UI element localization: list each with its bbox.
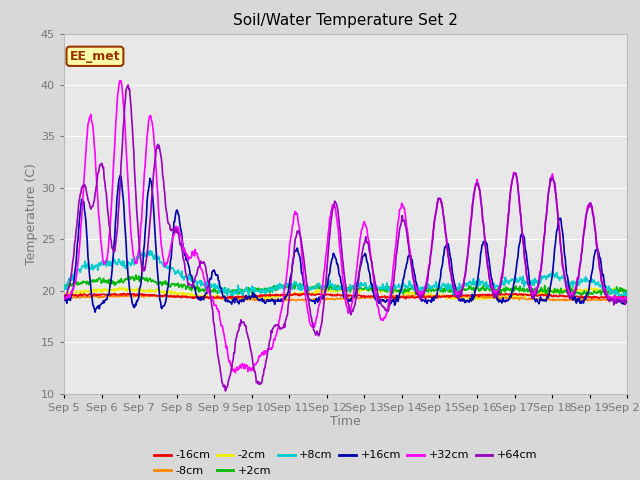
+8cm [546, 273, 554, 278]
+2cm [403, 288, 410, 294]
-2cm [95, 287, 102, 292]
+32cm [623, 296, 631, 302]
+64cm [420, 290, 428, 296]
Line: -16cm: -16cm [64, 293, 627, 299]
-2cm [60, 290, 68, 296]
+2cm [584, 293, 591, 299]
+32cm [117, 78, 125, 84]
+16cm [91, 309, 99, 315]
-8cm [489, 293, 497, 299]
+2cm [95, 276, 102, 282]
-8cm [129, 292, 137, 298]
+16cm [420, 298, 428, 303]
+16cm [403, 260, 411, 265]
X-axis label: Time: Time [330, 415, 361, 429]
-8cm [60, 294, 68, 300]
+16cm [116, 172, 124, 178]
-8cm [388, 295, 396, 300]
+2cm [420, 289, 428, 295]
-16cm [623, 295, 631, 300]
+8cm [403, 283, 410, 289]
+8cm [420, 286, 428, 291]
+2cm [546, 286, 554, 292]
-16cm [60, 292, 68, 298]
-8cm [403, 294, 411, 300]
+32cm [420, 286, 428, 292]
+32cm [403, 227, 411, 233]
-16cm [402, 296, 410, 301]
-16cm [489, 291, 497, 297]
-2cm [420, 290, 428, 296]
-2cm [547, 290, 554, 296]
+64cm [388, 286, 396, 292]
+8cm [388, 285, 396, 291]
-16cm [95, 292, 102, 298]
-2cm [403, 290, 410, 296]
+64cm [489, 289, 497, 295]
Legend: -16cm, -8cm, -2cm, +2cm, +8cm, +16cm, +32cm, +64cm: -16cm, -8cm, -2cm, +2cm, +8cm, +16cm, +3… [150, 446, 541, 480]
+8cm [617, 295, 625, 301]
+8cm [623, 294, 631, 300]
+64cm [403, 234, 411, 240]
+2cm [388, 288, 396, 293]
+16cm [60, 297, 68, 303]
+32cm [489, 284, 497, 289]
Title: Soil/Water Temperature Set 2: Soil/Water Temperature Set 2 [233, 13, 458, 28]
+8cm [95, 260, 102, 266]
-8cm [547, 297, 554, 303]
+64cm [547, 176, 554, 181]
+16cm [623, 299, 631, 304]
+8cm [146, 248, 154, 253]
-8cm [292, 298, 300, 304]
+2cm [623, 289, 631, 295]
+64cm [95, 169, 102, 175]
-16cm [291, 290, 298, 296]
+16cm [388, 297, 396, 303]
-8cm [95, 294, 102, 300]
Y-axis label: Temperature (C): Temperature (C) [25, 163, 38, 264]
-2cm [469, 297, 477, 302]
+8cm [488, 283, 496, 289]
-2cm [489, 295, 497, 300]
+32cm [60, 294, 68, 300]
+2cm [60, 283, 68, 289]
+16cm [489, 280, 497, 286]
-16cm [403, 294, 411, 300]
-2cm [118, 285, 126, 290]
Text: EE_met: EE_met [70, 50, 120, 63]
-2cm [388, 288, 396, 294]
+32cm [95, 211, 102, 216]
-16cm [420, 294, 428, 300]
-8cm [420, 293, 428, 299]
+32cm [232, 370, 239, 375]
+16cm [95, 306, 103, 312]
-2cm [623, 288, 631, 294]
Line: +2cm: +2cm [64, 275, 627, 296]
+64cm [60, 295, 68, 300]
-16cm [388, 293, 396, 299]
Line: -8cm: -8cm [64, 295, 627, 301]
-8cm [623, 297, 631, 302]
+2cm [488, 286, 496, 292]
+2cm [132, 272, 140, 278]
+64cm [623, 299, 631, 304]
Line: -2cm: -2cm [64, 288, 627, 300]
+32cm [547, 179, 554, 184]
-16cm [547, 293, 554, 299]
+8cm [60, 287, 68, 292]
Line: +64cm: +64cm [64, 85, 627, 391]
+64cm [221, 388, 229, 394]
+64cm [124, 82, 132, 88]
Line: +8cm: +8cm [64, 251, 627, 298]
+32cm [388, 274, 396, 279]
Line: +32cm: +32cm [64, 81, 627, 372]
Line: +16cm: +16cm [64, 175, 627, 312]
+16cm [547, 283, 554, 289]
